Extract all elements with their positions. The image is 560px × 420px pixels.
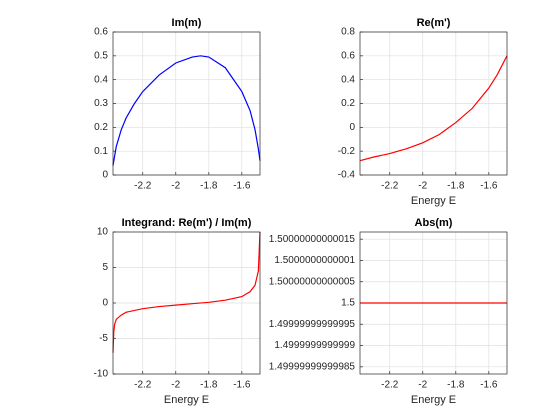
y-tick-label: 1.5000000000001	[274, 255, 355, 266]
y-tick-label: 0	[102, 170, 108, 181]
data-line	[112, 231, 261, 353]
data-line	[359, 55, 508, 162]
subplot-title: Im(m)	[172, 17, 202, 29]
y-tick-label: -10	[94, 369, 109, 380]
subplot-title: Integrand: Re(m') / Im(m)	[122, 217, 252, 229]
y-tick-label: 0.2	[341, 98, 355, 109]
axes-frame	[359, 231, 508, 375]
x-tick-label: -1.6	[480, 181, 498, 192]
x-tick-label: -2.2	[381, 181, 399, 192]
subplot-title: Abs(m)	[415, 217, 453, 229]
y-tick-label: 1.5	[341, 298, 355, 309]
y-tick-label: 0.2	[94, 122, 108, 133]
x-tick-label: -2	[418, 181, 427, 192]
y-tick-label: 0	[349, 122, 355, 133]
x-tick-label: -1.6	[233, 181, 251, 192]
x-axis-label: Energy E	[164, 394, 209, 406]
y-tick-label: 5	[102, 262, 108, 273]
x-axis-label: Energy E	[411, 195, 456, 207]
y-tick-label: 0.3	[94, 98, 108, 109]
y-tick-label: 1.49999999999985	[269, 361, 356, 372]
y-tick-label: 0.4	[94, 74, 108, 85]
y-tick-label: -0.4	[338, 170, 356, 181]
axes-frame	[112, 31, 261, 176]
x-axis-label: Energy E	[411, 394, 456, 406]
y-tick-label: 0.6	[94, 27, 108, 38]
y-tick-label: 1.4999999999999	[274, 340, 355, 351]
y-tick-label: 0.4	[341, 74, 355, 85]
y-tick-label: 1.50000000000015	[269, 234, 356, 245]
x-tick-label: -2	[171, 181, 180, 192]
y-tick-label: 1.49999999999995	[269, 319, 356, 330]
x-tick-label: -1.8	[447, 181, 465, 192]
x-tick-label: -1.8	[447, 380, 465, 391]
x-tick-label: -1.6	[233, 380, 251, 391]
y-tick-label: 0.8	[341, 27, 355, 38]
y-tick-label: 0.1	[94, 146, 108, 157]
axes-frame	[112, 231, 261, 375]
x-tick-label: -2.2	[381, 380, 399, 391]
x-tick-label: -1.8	[200, 380, 218, 391]
y-tick-label: 1.50000000000005	[269, 276, 356, 287]
axes-frame	[359, 31, 508, 176]
y-tick-label: -5	[99, 333, 108, 344]
x-tick-label: -2	[171, 380, 180, 391]
x-tick-label: -2	[418, 380, 427, 391]
y-tick-label: -0.2	[338, 146, 356, 157]
subplot-title: Re(m')	[417, 17, 451, 29]
x-tick-label: -1.6	[480, 380, 498, 391]
x-tick-label: -2.2	[134, 181, 152, 192]
y-tick-label: 10	[97, 227, 109, 238]
y-tick-label: 0	[102, 298, 108, 309]
data-line	[112, 55, 261, 166]
x-tick-label: -2.2	[134, 380, 152, 391]
y-tick-label: 0.6	[341, 50, 355, 61]
x-tick-label: -1.8	[200, 181, 218, 192]
y-tick-label: 0.5	[94, 50, 108, 61]
